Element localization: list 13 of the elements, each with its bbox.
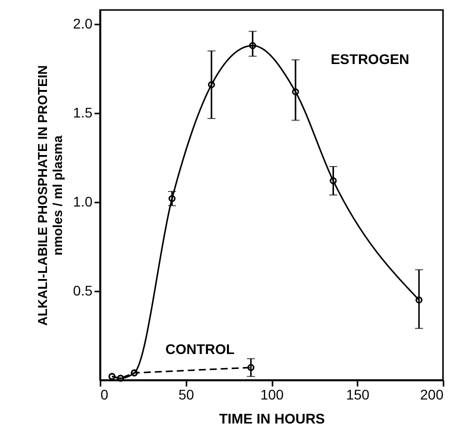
x-axis-title: TIME IN HOURS [219,410,325,426]
x-tick-label: 0 [100,386,108,402]
text: ESTROGEN [330,51,410,67]
series-label: CONTROL [165,341,236,357]
y-tick-label: 0.5 [73,282,93,299]
y-axis-title: ALKALI-LABILE PHOSPHATE IN PROTEIN nmoles / ml plasma [35,65,66,326]
x-tick-label: 200 [420,386,444,402]
y-tick-label: 1.0 [73,194,93,210]
y-tick-label: 1.5 [73,104,93,121]
x-tick-label: 150 [346,386,370,402]
y-tick-label: 2.0 [73,16,93,32]
x-tick-label: 50 [178,386,194,402]
x-tick-label: 100 [260,386,284,402]
